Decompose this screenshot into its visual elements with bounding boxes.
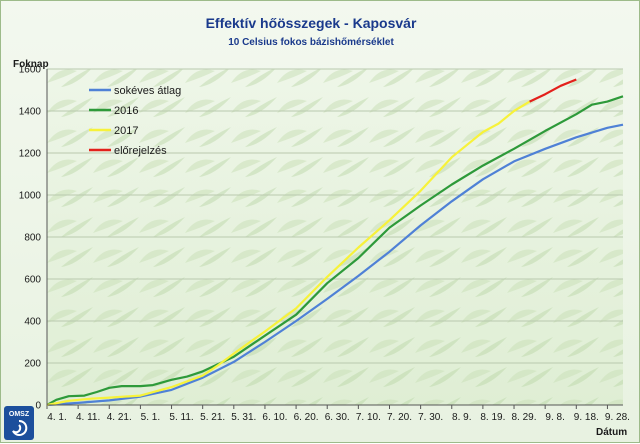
y-tick-label: 1200 (19, 149, 42, 160)
legend: sokéves átlag 2016 2017 előrejelzés (89, 85, 181, 157)
x-tick-label: 8. 19. (480, 412, 505, 423)
x-tick-label: 9. 8. (545, 412, 564, 423)
y-tick-label: 200 (24, 359, 41, 370)
series-line-1 (46, 123, 624, 407)
x-tick-label: 7. 30. (418, 412, 443, 423)
x-tick-label: 6. 20. (294, 412, 319, 423)
legend-label-3: 2017 (114, 125, 138, 137)
x-tick-label: 8. 29. (512, 412, 537, 423)
omsz-swirl-icon (12, 419, 28, 436)
x-tick-label: 9. 28. (605, 412, 630, 423)
x-tick-label: 6. 10. (262, 412, 287, 423)
x-axis-title: Dátum (596, 427, 627, 438)
omsz-logo: OMSZ (4, 406, 34, 440)
x-tick-label: 6. 30. (325, 412, 350, 423)
series-lines (46, 78, 624, 407)
series-line-3 (46, 100, 531, 407)
x-tick-label: 5. 11. (169, 412, 193, 423)
x-tick-label: 7. 10. (356, 412, 381, 423)
x-tick-label: 9. 18. (574, 412, 599, 423)
x-tick-label: 5. 31. (231, 412, 256, 423)
x-tick-label: 7. 20. (387, 412, 412, 423)
x-tick-label: 4. 1. (47, 412, 66, 423)
series-line-2 (46, 95, 624, 406)
y-tick-label: 800 (24, 233, 41, 244)
y-tick-label: 1600 (19, 65, 42, 76)
x-tick-label: 5. 21. (200, 412, 225, 423)
legend-label-2: 2016 (114, 105, 138, 117)
y-axis-ticks: 0 200 400 600 800 1000 1200 1400 1600 (19, 65, 42, 412)
y-tick-label: 600 (24, 275, 41, 286)
x-tick-label: 8. 9. (452, 412, 471, 423)
legend-label-1: sokéves átlag (114, 85, 181, 97)
x-tick-label: 5. 1. (141, 412, 160, 423)
y-axis-title: Foknap (13, 59, 49, 70)
chart-title: Effektív hőösszegek - Kaposvár (206, 15, 417, 31)
y-tick-label: 400 (24, 317, 41, 328)
y-tick-label: 1000 (19, 191, 42, 202)
legend-label-4: előrejelzés (114, 145, 167, 157)
series-line-4 (529, 78, 577, 103)
y-tick-label: 1400 (19, 107, 42, 118)
omsz-logo-text: OMSZ (9, 411, 30, 418)
chart-subtitle: 10 Celsius fokos bázishőmérséklet (228, 37, 394, 48)
gridlines (47, 68, 623, 364)
x-tick-label: 4. 11. (76, 412, 100, 423)
y-tick-label: 0 (35, 401, 41, 412)
x-axis-ticks: 4. 1. 4. 11. 4. 21. 5. 1. 5. 11. 5. 21. 5. 31.… (46, 405, 630, 423)
x-tick-label: 4. 21. (107, 412, 132, 423)
